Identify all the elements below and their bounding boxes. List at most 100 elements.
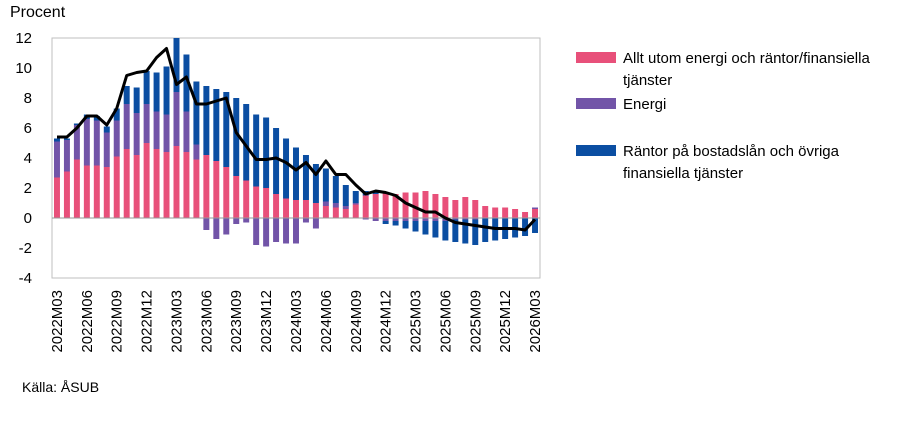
- bar-segment-core: [442, 197, 449, 218]
- y-tick-label: -2: [19, 240, 32, 257]
- bar-segment-core: [183, 152, 190, 218]
- bar-segment-rates: [482, 218, 489, 242]
- bar-segment-core: [53, 177, 60, 218]
- bar-segment-energy: [283, 218, 290, 244]
- bar-segment-core: [322, 206, 329, 218]
- y-tick-label: 12: [15, 30, 32, 47]
- bar-segment-core: [63, 171, 70, 218]
- legend-item-rates: Räntor på bostadslån och övriga finansie…: [576, 141, 883, 185]
- x-tick-label: 2025M12: [497, 290, 514, 353]
- bar-segment-core: [432, 194, 439, 218]
- bar-segment-energy: [293, 218, 299, 244]
- bar-segment-core: [342, 209, 349, 218]
- bar-segment-core: [522, 212, 529, 218]
- y-tick-label: 2: [24, 180, 32, 197]
- bar-segment-rates: [283, 138, 290, 199]
- bar-segment-energy: [302, 218, 309, 223]
- bar-segment-energy: [372, 218, 379, 221]
- bar-segment-rates: [253, 114, 260, 187]
- bar-segment-core: [233, 176, 240, 218]
- bar-segment-core: [163, 152, 170, 218]
- bar-segment-energy: [83, 119, 90, 166]
- y-tick-label: 4: [24, 150, 32, 167]
- bar-segment-energy: [133, 113, 140, 155]
- bar-segment-energy: [143, 104, 150, 143]
- bar-segment-energy: [233, 218, 240, 224]
- bar-segment-rates: [382, 221, 389, 224]
- bar-segment-rates: [93, 116, 100, 121]
- x-tick-label: 2026M03: [527, 290, 544, 353]
- plot-frame: [51, 37, 541, 279]
- bar-segment-core: [283, 198, 290, 218]
- bar-segment-core: [312, 203, 319, 218]
- legend-label-core: Allt utom energi och räntor/finansiella …: [623, 50, 870, 89]
- bar-segment-energy: [213, 218, 220, 239]
- bar-segment-rates: [153, 72, 160, 112]
- bar-segment-energy: [73, 125, 80, 160]
- bar-segment-rates: [522, 218, 529, 236]
- x-tick-label: 2023M09: [228, 290, 245, 353]
- bar-segment-energy: [392, 218, 399, 221]
- bar-segment-rates: [113, 108, 120, 121]
- x-tick-label: 2023M06: [198, 290, 215, 353]
- bar-segment-energy: [532, 207, 539, 209]
- bar-segment-core: [103, 167, 110, 218]
- bar-segment-energy: [263, 218, 270, 247]
- bar-segment-core: [382, 192, 389, 218]
- bar-segment-rates: [163, 66, 170, 115]
- bar-segment-rates: [312, 164, 319, 203]
- bar-segment-energy: [183, 111, 190, 152]
- bar-segment-core: [223, 167, 230, 218]
- bar-segment-core: [402, 192, 409, 218]
- bar-segment-core: [392, 194, 399, 218]
- bar-segment-core: [422, 191, 429, 218]
- bar-segment-rates: [322, 168, 329, 202]
- bar-segment-rates: [143, 71, 150, 104]
- bar-segment-rates: [462, 219, 469, 244]
- bar-segment-energy: [273, 218, 280, 242]
- x-tick-label: 2022M12: [139, 290, 156, 353]
- bar-segment-energy: [173, 92, 180, 146]
- x-tick-label: 2024M12: [378, 290, 395, 353]
- bar-segment-energy: [432, 218, 439, 221]
- bar-segment-core: [412, 192, 419, 218]
- bar-segment-rates: [342, 185, 349, 206]
- bar-segment-energy: [123, 104, 130, 149]
- bar-segment-energy: [203, 218, 210, 230]
- x-tick-label: 2025M09: [467, 290, 484, 353]
- x-tick-label: 2025M06: [437, 290, 454, 353]
- bar-segment-rates: [432, 221, 439, 238]
- bar-segment-core: [153, 149, 160, 218]
- bar-segment-energy: [332, 203, 339, 208]
- legend-item-energy: Energi: [576, 94, 883, 116]
- y-tick-label: 0: [24, 210, 32, 227]
- legend-swatch-core: [576, 52, 616, 63]
- bar-segment-rates: [123, 86, 130, 104]
- bar-segment-core: [173, 146, 180, 218]
- bar-segment-core: [193, 159, 200, 218]
- bar-segment-energy: [53, 141, 60, 178]
- bar-segment-energy: [352, 203, 359, 205]
- y-tick-label: 8: [24, 90, 32, 107]
- bar-segment-rates: [273, 128, 280, 194]
- bar-segment-energy: [253, 218, 260, 245]
- bar-segment-core: [203, 155, 210, 218]
- bar-segment-energy: [163, 114, 170, 152]
- bar-segment-rates: [532, 218, 539, 233]
- bar-segment-rates: [53, 138, 60, 142]
- legend-swatch-rates: [576, 145, 616, 156]
- bar-segment-core: [362, 195, 369, 218]
- bar-segment-rates: [402, 221, 409, 229]
- x-tick-label: 2024M09: [348, 290, 365, 353]
- bar-segment-core: [332, 207, 339, 218]
- bar-segment-core: [213, 161, 220, 218]
- bar-segment-rates: [452, 219, 459, 242]
- bar-segment-rates: [293, 147, 299, 200]
- y-tick-label: 10: [15, 60, 32, 77]
- bar-segment-rates: [103, 126, 110, 133]
- bar-segment-rates: [243, 104, 250, 181]
- bar-segment-core: [472, 200, 479, 218]
- bar-segment-energy: [422, 218, 429, 221]
- bar-segment-rates: [472, 219, 479, 245]
- x-tick-label: 2023M03: [168, 290, 185, 353]
